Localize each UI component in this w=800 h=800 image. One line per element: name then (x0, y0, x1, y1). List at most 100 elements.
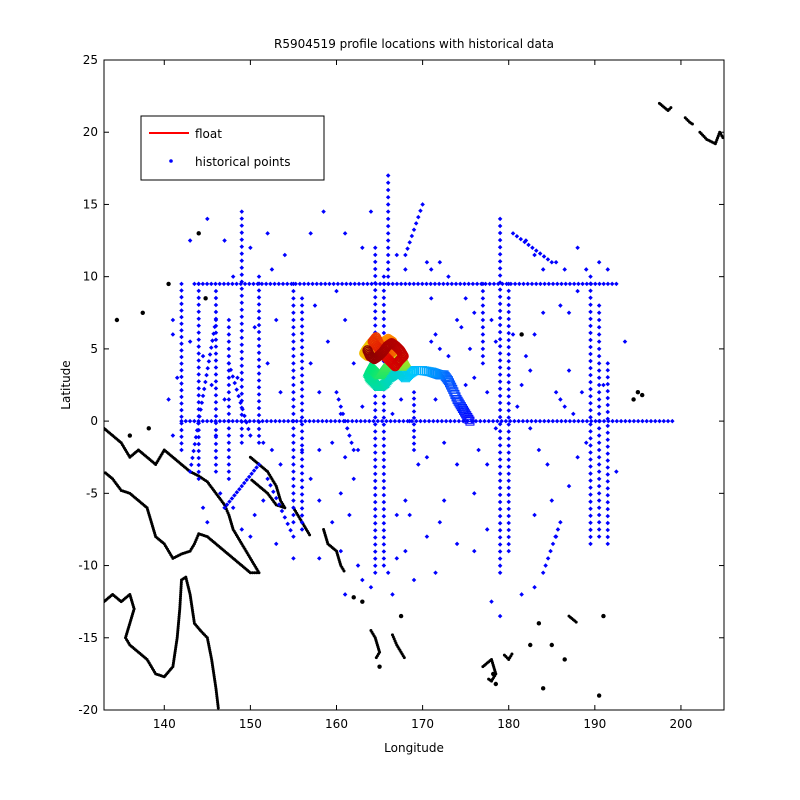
island-point (519, 332, 524, 337)
historical-point (372, 521, 378, 526)
historical-point (618, 418, 624, 424)
historical-point (596, 527, 602, 532)
historical-point (179, 334, 184, 340)
island-point (377, 664, 382, 669)
historical-point (454, 541, 460, 547)
historical-point (463, 382, 468, 388)
historical-point (506, 422, 511, 427)
historical-point (411, 422, 417, 427)
historical-point (299, 485, 305, 490)
historical-point (506, 288, 511, 294)
historical-point (291, 433, 296, 438)
historical-point (553, 259, 559, 265)
historical-point (506, 295, 511, 301)
historical-point (196, 302, 201, 308)
historical-point (351, 447, 356, 453)
historical-point (247, 418, 253, 424)
historical-point (596, 505, 602, 511)
historical-point (588, 323, 593, 329)
historical-point (575, 288, 580, 294)
legend: float historical points (140, 115, 325, 181)
island-point (114, 317, 120, 323)
historical-point (394, 556, 400, 561)
historical-point (179, 294, 184, 300)
historical-point (372, 556, 378, 561)
historical-point (342, 454, 348, 460)
historical-point (291, 281, 296, 287)
historical-point (596, 353, 602, 359)
historical-point (299, 436, 305, 441)
historical-point (226, 462, 232, 467)
historical-point (273, 317, 279, 323)
historical-point (476, 447, 481, 453)
historical-point (516, 418, 521, 424)
historical-point (411, 402, 417, 408)
historical-point (291, 519, 296, 525)
historical-point (256, 364, 262, 369)
historical-point (269, 267, 275, 272)
historical-point (411, 441, 417, 446)
historical-point (256, 426, 262, 432)
historical-point (596, 433, 602, 438)
historical-point (506, 478, 511, 484)
historical-point (179, 368, 184, 373)
historical-point (657, 418, 662, 424)
historical-point (317, 447, 322, 453)
historical-point (396, 418, 402, 424)
historical-point (196, 400, 201, 405)
historical-point (291, 368, 296, 373)
historical-point (497, 436, 503, 441)
historical-point (418, 418, 423, 424)
historical-point (665, 418, 671, 424)
historical-point (246, 426, 251, 432)
coastline-point (251, 571, 255, 575)
historical-point (497, 464, 503, 469)
historical-point (614, 418, 620, 424)
legend-historical-marker (169, 159, 173, 163)
historical-point (291, 483, 296, 489)
historical-point (268, 281, 273, 287)
historical-point (299, 408, 305, 413)
historical-point (497, 379, 503, 384)
historical-point (260, 418, 265, 424)
historical-point (512, 281, 518, 287)
historical-point (670, 418, 675, 424)
historical-point (506, 513, 511, 519)
historical-point (497, 499, 503, 505)
historical-point (299, 324, 305, 329)
historical-point (596, 418, 602, 424)
historical-point (381, 309, 387, 315)
historical-point (381, 471, 387, 477)
historical-point (209, 418, 214, 424)
historical-point (226, 375, 232, 381)
historical-point (580, 281, 585, 287)
historical-point (605, 388, 611, 394)
historical-point (189, 462, 194, 468)
historical-point (497, 421, 503, 427)
historical-point (596, 491, 602, 496)
historical-point (497, 244, 503, 250)
historical-point (381, 478, 387, 484)
historical-point (351, 361, 356, 366)
historical-point (596, 534, 602, 539)
historical-point (226, 346, 232, 352)
historical-point (484, 389, 490, 395)
historical-point (614, 281, 619, 287)
historical-point (372, 443, 378, 448)
historical-point (256, 378, 262, 383)
historical-point (515, 404, 520, 409)
historical-point (486, 418, 492, 424)
coastline-point (257, 571, 261, 575)
historical-point (489, 317, 494, 323)
historical-point (259, 281, 265, 287)
historical-point (437, 346, 443, 352)
historical-point (385, 238, 391, 243)
historical-point (385, 570, 391, 576)
historical-point (299, 450, 305, 455)
historical-point (381, 302, 387, 308)
historical-point (506, 527, 511, 533)
historical-point (546, 418, 551, 424)
historical-point (588, 351, 593, 357)
historical-point (484, 527, 490, 532)
